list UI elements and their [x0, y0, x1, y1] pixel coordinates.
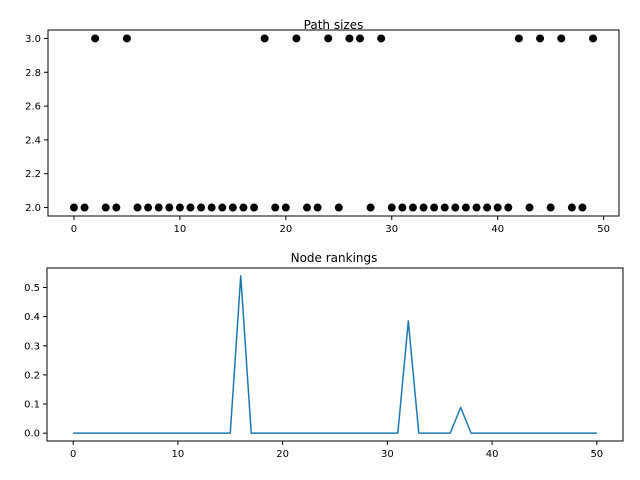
scatter-point — [366, 203, 375, 212]
scatter-point — [334, 203, 343, 212]
x-tick-label: 20 — [279, 224, 292, 235]
scatter-point — [324, 34, 333, 43]
scatter-point — [303, 203, 312, 212]
scatter-point — [271, 203, 280, 212]
y-tick-label: 0.0 — [24, 429, 40, 440]
y-tick-label: 0.2 — [24, 370, 40, 381]
scatter-point — [80, 203, 89, 212]
x-tick-label: 0 — [70, 449, 76, 460]
scatter-point — [567, 203, 576, 212]
y-tick-label: 2.2 — [25, 169, 41, 180]
scatter-point — [472, 203, 481, 212]
x-tick-label: 0 — [71, 224, 77, 235]
scatter-point — [186, 203, 195, 212]
y-tick-label: 3.0 — [25, 34, 41, 45]
scatter-point — [387, 203, 396, 212]
axis-ticks: 0 10 20 30 40 50 0.0 0.1 0.2 0.3 0.4 0.5 — [24, 283, 603, 460]
scatter-point — [589, 34, 598, 43]
y-tick-label: 2.4 — [25, 135, 41, 146]
x-tick-label: 20 — [276, 449, 289, 460]
scatter-point — [419, 203, 428, 212]
y-tick-label: 0.5 — [24, 283, 40, 294]
x-tick-label: 10 — [172, 449, 185, 460]
scatter-point — [493, 203, 502, 212]
scatter-point — [228, 203, 237, 212]
y-tick-label: 0.1 — [24, 400, 40, 411]
x-tick-label: 30 — [381, 449, 394, 460]
y-tick-label: 2.6 — [25, 102, 41, 113]
scatter-point — [440, 203, 449, 212]
x-tick-label: 40 — [486, 449, 499, 460]
scatter-point — [239, 203, 248, 212]
scatter-point — [578, 203, 587, 212]
scatter-point — [430, 203, 439, 212]
axis-ticks: 0 10 20 30 40 50 2.0 2.2 2.4 2.6 2.8 3.0 — [25, 34, 610, 235]
x-tick-label: 50 — [590, 449, 603, 460]
scatter-point — [546, 203, 555, 212]
scatter-point — [101, 203, 110, 212]
scatter-point — [175, 203, 184, 212]
scatter-point — [504, 203, 513, 212]
chart-title: Path sizes — [304, 18, 364, 32]
y-tick-label: 0.4 — [24, 312, 40, 323]
x-tick-label: 30 — [385, 224, 398, 235]
series-line — [73, 275, 597, 434]
scatter-point — [144, 203, 153, 212]
chart-title: Node rankings — [291, 251, 378, 265]
node-rankings-chart: Node rankings 0 10 20 30 40 50 0.0 0.1 0.2 0.3 0.4… — [24, 251, 624, 460]
scatter-point — [133, 203, 142, 212]
scatter-point — [69, 203, 78, 212]
line-series — [73, 275, 597, 434]
scatter-point — [122, 34, 131, 43]
scatter-point — [313, 203, 322, 212]
scatter-point — [218, 203, 227, 212]
scatter-point — [250, 203, 259, 212]
scatter-point — [377, 34, 386, 43]
scatter-point — [355, 34, 364, 43]
scatter-point — [345, 34, 354, 43]
scatter-point — [525, 203, 534, 212]
scatter-point — [408, 203, 417, 212]
x-tick-label: 10 — [174, 224, 187, 235]
scatter-point — [398, 203, 407, 212]
plot-frame — [46, 267, 624, 442]
y-tick-label: 2.0 — [25, 203, 41, 214]
scatter-points — [69, 34, 598, 212]
scatter-point — [483, 203, 492, 212]
path-sizes-chart: Path sizes 0 10 20 30 40 50 2.0 2.2 2.4 2.6 2.8 3.0 — [25, 18, 620, 235]
scatter-point — [292, 34, 301, 43]
x-tick-label: 50 — [597, 224, 610, 235]
y-tick-label: 2.8 — [25, 68, 41, 79]
plot-frame — [47, 29, 620, 217]
y-tick-label: 0.3 — [24, 341, 40, 352]
scatter-point — [451, 203, 460, 212]
scatter-point — [281, 203, 290, 212]
scatter-point — [557, 34, 566, 43]
x-tick-label: 40 — [491, 224, 504, 235]
scatter-point — [260, 34, 269, 43]
scatter-point — [91, 34, 100, 43]
scatter-point — [207, 203, 216, 212]
scatter-point — [536, 34, 545, 43]
scatter-point — [165, 203, 174, 212]
scatter-point — [514, 34, 523, 43]
scatter-point — [197, 203, 206, 212]
scatter-point — [112, 203, 121, 212]
scatter-point — [461, 203, 470, 212]
scatter-point — [154, 203, 163, 212]
